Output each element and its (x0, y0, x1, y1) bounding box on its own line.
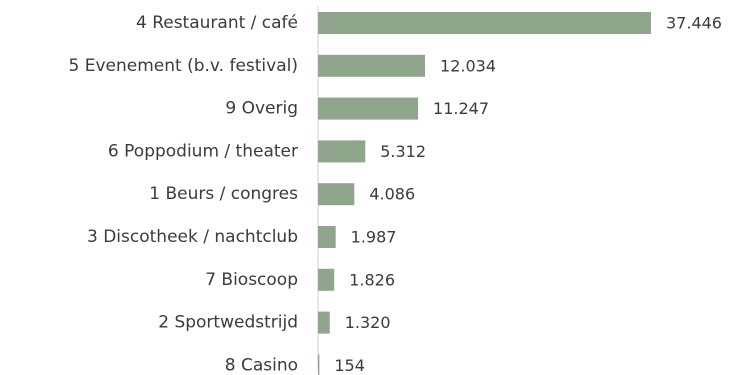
bar (318, 226, 336, 248)
category-label: 5 Evenement (b.v. festival) (69, 56, 298, 76)
value-labels: 37.446 12.034 11.247 5.312 4.086 1.987 1.826 1.… (334, 14, 722, 375)
category-label: 6 Poppodium / theater (108, 141, 298, 161)
value-label: 37.446 (666, 14, 722, 33)
bar (318, 268, 335, 291)
category-label: 8 Casino (225, 355, 298, 375)
bar (318, 54, 426, 77)
category-label: 1 Beurs / congres (149, 184, 298, 204)
bar (318, 12, 651, 34)
value-label: 4.086 (369, 185, 415, 204)
bar (318, 140, 366, 163)
bar (318, 97, 419, 120)
value-label: 1.987 (351, 228, 397, 247)
value-label: 1.320 (345, 313, 391, 332)
category-label: 4 Restaurant / café (136, 13, 298, 33)
category-label: 7 Bioscoop (205, 270, 298, 290)
value-label: 1.826 (349, 270, 395, 289)
bar (318, 183, 355, 206)
value-label: 11.247 (433, 99, 489, 118)
bar (318, 354, 320, 375)
category-labels: 4 Restaurant / café 5 Evenement (b.v. fes… (69, 13, 299, 375)
value-label: 154 (334, 356, 365, 375)
category-label: 3 Discotheek / nachtclub (87, 227, 298, 247)
bar (318, 311, 330, 334)
category-label: 2 Sportwedstrijd (158, 313, 298, 333)
category-label: 9 Overig (225, 99, 298, 119)
value-label: 5.312 (380, 142, 426, 161)
value-label: 12.034 (440, 56, 496, 75)
bars (318, 12, 651, 375)
